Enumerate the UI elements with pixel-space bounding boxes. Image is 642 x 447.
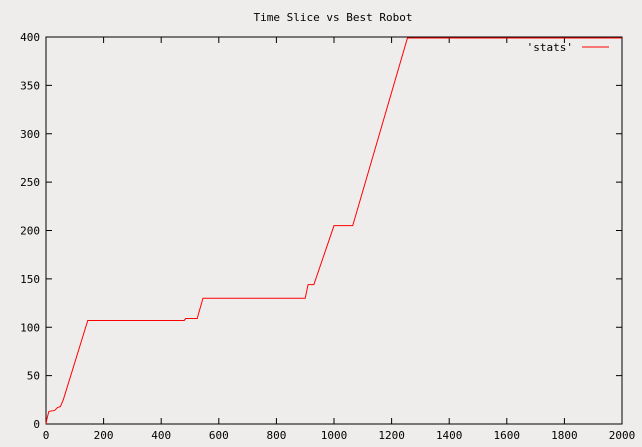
y-tick-label-4: 200 bbox=[20, 225, 40, 238]
y-tick-label-0: 0 bbox=[33, 418, 40, 431]
y-tick-label-7: 350 bbox=[20, 79, 40, 92]
axis-tick-labels: 0 200 400 600 800 1000 1200 1400 1600 1800 2000 0 50… bbox=[20, 31, 635, 442]
y-tick-label-3: 150 bbox=[20, 273, 40, 286]
plot-frame bbox=[45, 36, 623, 425]
legend-label-stats: 'stats' bbox=[527, 41, 573, 54]
x-tick-label-1: 200 bbox=[94, 429, 114, 442]
x-tick-label-0: 0 bbox=[43, 429, 50, 442]
y-tick-label-1: 50 bbox=[27, 370, 40, 383]
x-tick-label-5: 1000 bbox=[321, 429, 348, 442]
x-tick-label-9: 1800 bbox=[551, 429, 578, 442]
x-tick-label-4: 800 bbox=[266, 429, 286, 442]
x-tick-label-10: 2000 bbox=[609, 429, 636, 442]
y-tick-label-5: 250 bbox=[20, 176, 40, 189]
y-tick-label-2: 100 bbox=[20, 321, 40, 334]
x-tick-label-3: 600 bbox=[209, 429, 229, 442]
y-tick-label-6: 300 bbox=[20, 128, 40, 141]
series-line-stats bbox=[45, 37, 622, 425]
y-tick-label-8: 400 bbox=[20, 31, 40, 44]
axis-ticks bbox=[45, 36, 623, 425]
legend: 'stats' bbox=[527, 41, 609, 54]
x-tick-label-8: 1600 bbox=[494, 429, 521, 442]
x-tick-label-2: 400 bbox=[151, 429, 171, 442]
chart-title: Time Slice vs Best Robot bbox=[254, 11, 413, 24]
x-tick-label-7: 1400 bbox=[436, 429, 463, 442]
x-tick-label-6: 1200 bbox=[378, 429, 405, 442]
